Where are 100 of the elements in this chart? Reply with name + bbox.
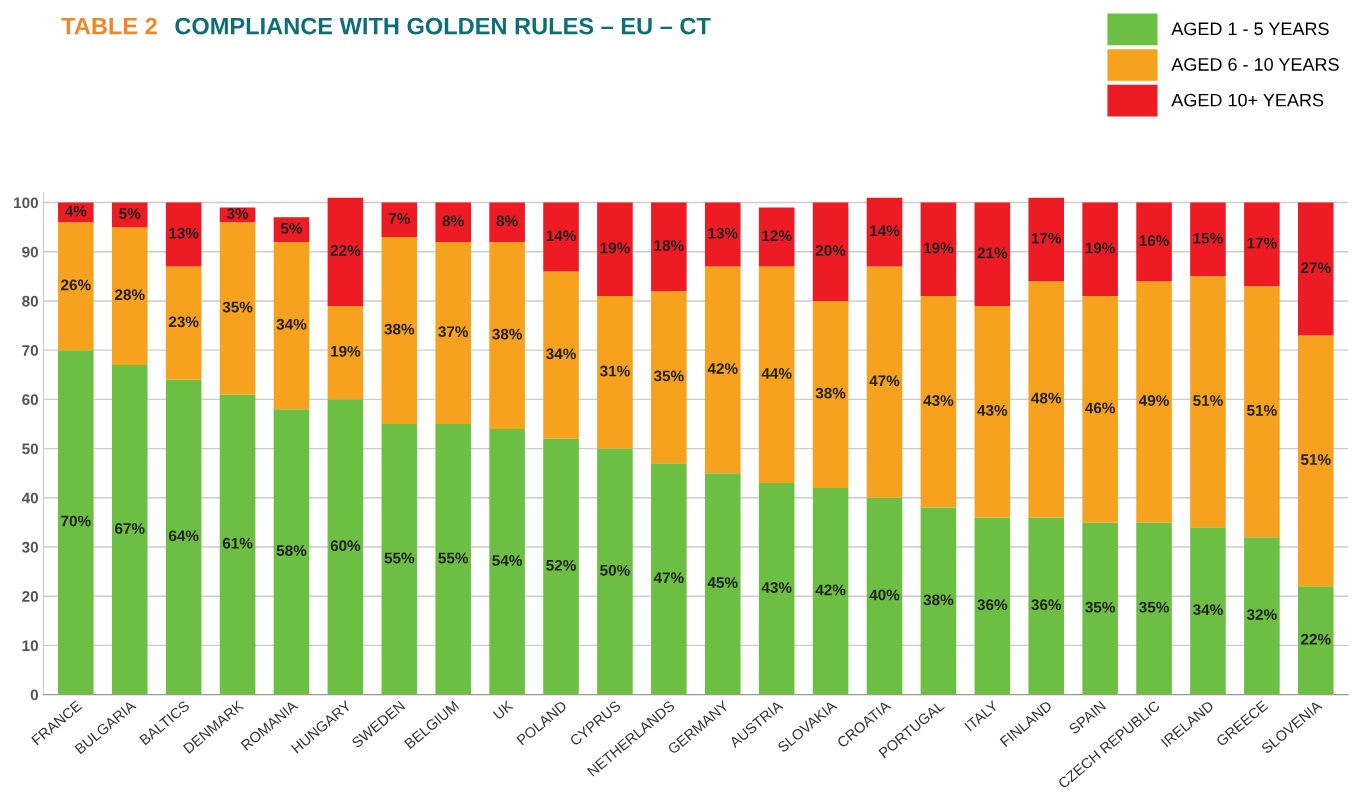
data-label: 5% xyxy=(280,222,303,234)
bar xyxy=(381,423,418,695)
bar xyxy=(812,300,849,488)
bar xyxy=(165,202,202,267)
x-tick-label: UK xyxy=(492,699,514,720)
data-label: 31% xyxy=(600,365,630,377)
data-label: 15% xyxy=(1193,232,1223,244)
bar xyxy=(489,428,525,695)
bar xyxy=(920,202,957,297)
data-label: 19% xyxy=(1085,242,1116,254)
bar xyxy=(866,497,903,695)
bar xyxy=(1136,522,1172,695)
bar xyxy=(1028,517,1065,695)
data-label: 8% xyxy=(496,215,518,227)
legend-label: AGED 1 - 5 YEARS xyxy=(1171,22,1329,36)
legend-label: AGED 6 - 10 YEARS xyxy=(1171,58,1339,71)
data-label: 35% xyxy=(222,301,253,313)
data-label: 52% xyxy=(546,559,576,571)
bar xyxy=(974,202,1011,306)
data-label: 64% xyxy=(168,530,199,542)
y-tick-label: 20 xyxy=(22,591,38,602)
chart-title: TABLE 2 xyxy=(61,17,157,35)
bar xyxy=(1297,586,1334,695)
data-label: 14% xyxy=(870,225,900,237)
y-tick-label: 100 xyxy=(14,197,38,209)
data-label: 16% xyxy=(1139,235,1169,247)
data-label: 38% xyxy=(923,594,954,606)
bar xyxy=(111,227,148,365)
bar xyxy=(704,266,741,474)
data-label: 55% xyxy=(384,552,415,564)
data-label: 13% xyxy=(169,227,199,239)
data-label: 43% xyxy=(761,582,792,593)
data-label: 46% xyxy=(1085,402,1116,414)
data-label: 28% xyxy=(114,289,145,301)
y-tick-label: 0 xyxy=(30,689,38,701)
bar xyxy=(327,197,364,306)
bar xyxy=(1136,281,1172,523)
bar xyxy=(111,364,148,695)
chart-subtitle: COMPLIANCE WITH GOLDEN RULES – EU – CT xyxy=(175,17,711,35)
data-label: 4% xyxy=(65,205,87,217)
bar xyxy=(1190,276,1226,528)
data-label: 21% xyxy=(977,247,1008,259)
bar xyxy=(1190,527,1226,695)
bar xyxy=(1136,202,1172,282)
data-label: 26% xyxy=(61,279,91,291)
data-label: 51% xyxy=(1300,454,1331,465)
bar xyxy=(704,202,741,267)
data-label: 19% xyxy=(924,242,954,254)
data-label: 34% xyxy=(1193,604,1223,616)
data-label: 42% xyxy=(707,363,738,374)
bar xyxy=(489,202,525,242)
bar xyxy=(435,202,471,242)
data-label: 14% xyxy=(546,230,576,242)
data-label: 43% xyxy=(923,395,954,406)
bar xyxy=(327,399,364,695)
bar xyxy=(812,487,849,695)
data-label: 35% xyxy=(653,370,684,382)
y-tick-label: 30 xyxy=(21,541,38,553)
bar xyxy=(1082,522,1118,695)
bar xyxy=(974,305,1011,518)
bar xyxy=(1028,197,1065,282)
bar xyxy=(1244,286,1280,538)
y-tick-label: 80 xyxy=(22,295,38,307)
y-tick-label: 70 xyxy=(22,345,38,356)
data-label: 50% xyxy=(600,564,630,576)
bar xyxy=(1297,335,1334,587)
y-tick-label: 90 xyxy=(22,246,38,258)
data-label: 51% xyxy=(1247,405,1277,416)
data-label: 61% xyxy=(222,537,253,549)
data-label: 60% xyxy=(330,540,361,552)
bar xyxy=(1082,202,1118,297)
data-label: 20% xyxy=(815,245,846,256)
data-label: 38% xyxy=(492,328,523,340)
bar xyxy=(866,197,903,267)
bar xyxy=(435,423,471,695)
data-label: 44% xyxy=(761,368,792,379)
data-label: 23% xyxy=(168,316,199,328)
data-label: 43% xyxy=(977,404,1008,416)
bar xyxy=(1028,281,1065,518)
bar xyxy=(58,350,94,695)
bar xyxy=(597,202,633,297)
bar xyxy=(812,202,849,301)
bar xyxy=(543,438,579,695)
data-label: 36% xyxy=(977,599,1008,611)
y-tick-label: 10 xyxy=(22,640,38,652)
bar xyxy=(704,473,741,695)
bar xyxy=(920,507,957,695)
data-label: 32% xyxy=(1246,609,1277,620)
bar xyxy=(327,305,364,400)
data-label: 22% xyxy=(330,245,361,256)
y-tick-label: 40 xyxy=(21,492,38,504)
bar xyxy=(165,379,202,695)
data-label: 47% xyxy=(869,375,900,387)
data-label: 13% xyxy=(708,227,738,239)
y-tick-label: 50 xyxy=(22,443,38,455)
bar xyxy=(758,207,795,267)
data-label: 51% xyxy=(1193,395,1223,406)
data-label: 45% xyxy=(707,577,738,588)
data-label: 17% xyxy=(1247,237,1277,249)
bar xyxy=(219,222,256,395)
